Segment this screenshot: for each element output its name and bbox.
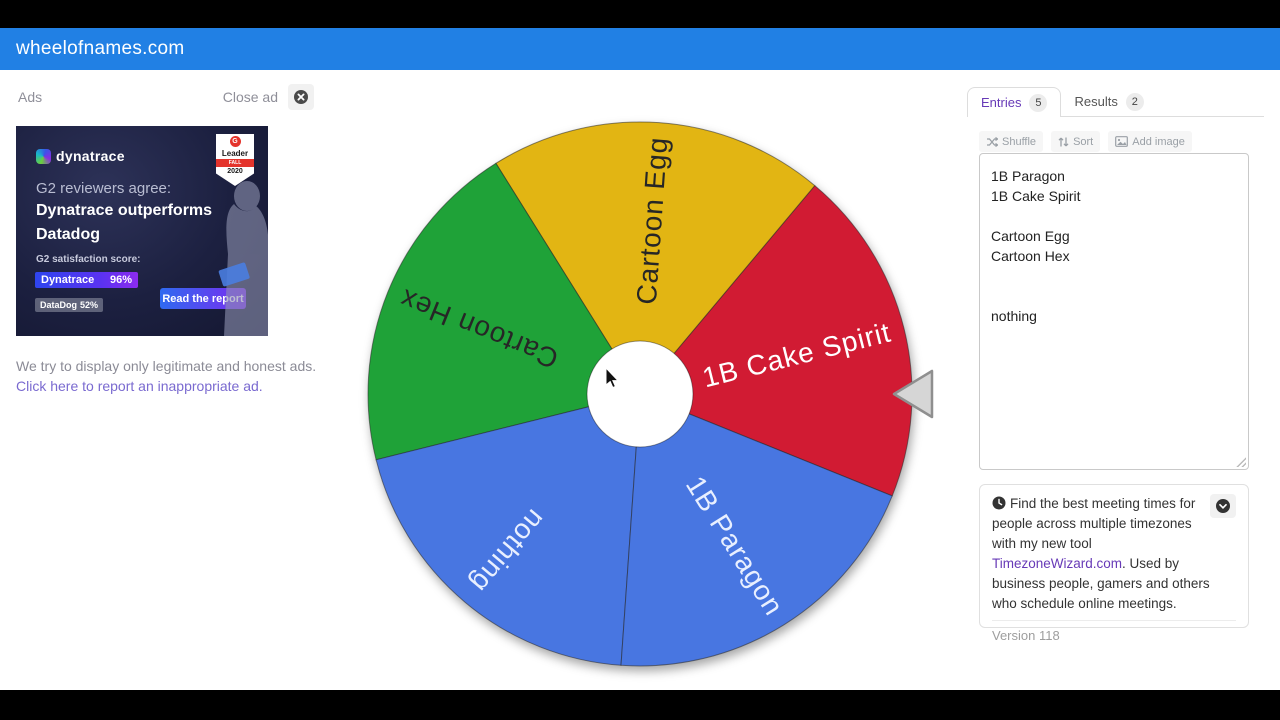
close-circle-icon [294, 89, 308, 104]
letterbox-bottom [0, 690, 1280, 720]
results-count-badge: 2 [1125, 92, 1144, 111]
entries-text[interactable]: 1B Paragon 1B Cake Spirit Cartoon Egg Ca… [991, 168, 1081, 324]
version-label: Version 118 [992, 620, 1236, 643]
tab-label: Results [1074, 94, 1118, 109]
sort-label: Sort [1073, 135, 1094, 148]
promo-text-before: Find the best meeting times for people a… [992, 496, 1196, 551]
collapse-promo-button[interactable] [1210, 494, 1236, 518]
close-ad-label[interactable]: Close ad [222, 88, 278, 105]
person-silhouette [218, 181, 268, 336]
entries-count-badge: 5 [1029, 93, 1048, 112]
mouse-cursor-icon [605, 366, 620, 389]
ads-disclaimer: We try to display only legitimate and ho… [16, 356, 322, 396]
tab-results[interactable]: Results 2 [1061, 87, 1156, 116]
score-bar-datadog: DataDog 52% [35, 298, 103, 312]
score-bar-dynatrace: Dynatrace 96% [35, 272, 138, 288]
wheel-segment-nothing[interactable] [375, 393, 641, 666]
tab-entries[interactable]: Entries 5 [967, 87, 1062, 117]
dynatrace-logo-icon [36, 148, 51, 164]
ad-headline-line2: Datadog [36, 226, 100, 243]
wheel-segment-cartoon-egg[interactable] [495, 121, 816, 395]
ad-tagline: G2 reviewers agree: [36, 180, 172, 197]
shuffle-button[interactable]: Shuffle [979, 131, 1044, 152]
read-report-button[interactable]: Read the report [160, 288, 246, 309]
ads-disclaimer-text: We try to display only legitimate and ho… [16, 358, 317, 374]
badge-title: Leader [221, 149, 249, 158]
tab-bar: Entries 5 Results 2 [967, 87, 1264, 117]
ad-banner[interactable]: dynatrace G Leader FALL 2020 G2 reviewer… [16, 126, 268, 336]
sort-icon [1058, 137, 1069, 146]
tab-label: Entries [981, 95, 1022, 110]
ads-row: Ads Close ad [18, 83, 314, 110]
site-title: wheelofnames.com [16, 38, 185, 59]
timezonewizard-link[interactable]: TimezoneWizard.com [992, 556, 1123, 571]
ad-score-label: G2 satisfaction score: [36, 254, 141, 265]
clock-icon [992, 496, 1006, 510]
shuffle-label: Shuffle [1002, 135, 1037, 148]
advertiser-logo: dynatrace [36, 148, 125, 164]
add-image-icon [1115, 136, 1129, 147]
promo-text: Find the best meeting times for people a… [992, 494, 1236, 614]
add-image-button[interactable]: Add image [1108, 131, 1192, 152]
ads-label: Ads [18, 88, 43, 105]
wheel-segment-cake-spirit[interactable] [639, 184, 913, 497]
wheel-segment-cartoon-hex[interactable] [367, 162, 641, 461]
entries-editor[interactable]: 1B Paragon 1B Cake Spirit Cartoon Egg Ca… [979, 153, 1249, 470]
bar-value: 52% [79, 300, 98, 310]
app-header: wheelofnames.com [0, 28, 1280, 70]
letterbox-top [0, 0, 1280, 28]
report-ad-link[interactable]: Click here to report an inappropriate ad… [16, 378, 263, 394]
badge-season: FALL [216, 159, 254, 167]
bar-name: DataDog [40, 300, 78, 310]
wheel-pointer-icon [892, 369, 934, 419]
name-wheel[interactable]: 1B Cake Spirit Cartoon Egg Cartoon Hex n… [350, 100, 950, 690]
badge-year: 2020 [227, 168, 243, 175]
wheel-segment-paragon[interactable] [620, 393, 893, 667]
g2-logo-icon: G [229, 136, 241, 147]
ad-headline-line1: Dynatrace outperforms [36, 202, 213, 219]
collapse-chevron-icon [1216, 499, 1230, 513]
promo-text-after: . Used by business people, gamers and ot… [992, 556, 1210, 611]
resize-handle-icon[interactable] [1236, 457, 1246, 467]
g2-leader-badge: G Leader FALL 2020 [216, 134, 254, 186]
advertiser-name: dynatrace [56, 148, 125, 164]
close-ad-button[interactable] [288, 83, 314, 110]
wheel-hub[interactable] [586, 340, 694, 448]
bar-name: Dynatrace [41, 274, 95, 286]
promo-card: Find the best meeting times for people a… [979, 484, 1249, 643]
add-image-label: Add image [1132, 135, 1185, 148]
sort-button[interactable]: Sort [1051, 131, 1101, 152]
bar-value: 96% [109, 274, 132, 286]
shuffle-icon [987, 136, 998, 147]
entries-toolbar: Shuffle Sort Add image [979, 131, 1192, 152]
